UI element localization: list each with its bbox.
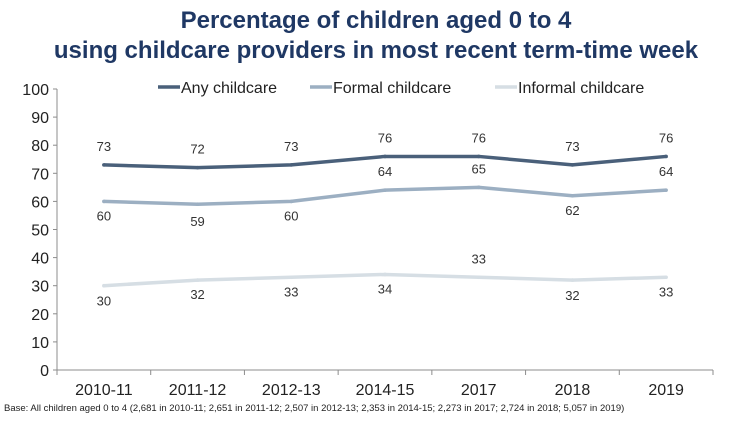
y-tick-label: 60 — [31, 194, 49, 211]
data-point — [195, 278, 200, 282]
data-label: 59 — [190, 214, 204, 229]
chart-title: Percentage of children aged 0 to 4 using… — [0, 6, 752, 66]
data-point — [664, 154, 668, 159]
chart-title-line-2: using childcare providers in most recent… — [53, 37, 699, 64]
data-label: 73 — [97, 139, 111, 154]
data-label: 64 — [378, 164, 392, 179]
y-tick-label: 70 — [31, 166, 49, 183]
data-label: 60 — [284, 208, 298, 223]
data-point — [476, 185, 481, 190]
data-point — [383, 272, 387, 277]
data-label: 72 — [190, 142, 204, 157]
data-label: 60 — [97, 208, 111, 223]
y-tick-label: 40 — [31, 251, 49, 268]
data-point — [289, 275, 294, 280]
data-label: 76 — [659, 130, 673, 145]
y-tick-label: 90 — [31, 110, 49, 127]
data-label: 73 — [284, 139, 298, 154]
data-point — [289, 163, 294, 167]
data-label: 65 — [471, 161, 485, 176]
x-tick-label: 2017 — [461, 382, 497, 399]
data-label: 30 — [97, 294, 111, 309]
y-tick-label: 20 — [31, 307, 49, 324]
y-tick-label: 80 — [31, 138, 49, 155]
data-label: 32 — [565, 288, 579, 303]
base-footnote: Base: All children aged 0 to 4 (2,681 in… — [4, 403, 625, 414]
y-tick-label: 0 — [40, 363, 49, 380]
data-point — [102, 283, 106, 288]
chart-title-line-1: Percentage of children aged 0 to 4 — [180, 7, 572, 34]
x-tick-label: 2010-11 — [75, 382, 133, 399]
legend-label: Any childcare — [181, 80, 277, 97]
data-point — [383, 188, 387, 192]
data-point — [102, 199, 106, 204]
data-point — [570, 278, 575, 282]
data-point — [570, 193, 575, 198]
data-label: 62 — [565, 203, 579, 218]
data-label: 33 — [471, 251, 485, 266]
y-tick-label: 100 — [22, 82, 49, 99]
data-point — [195, 165, 200, 170]
x-tick-label: 2019 — [648, 382, 684, 399]
data-label: 76 — [471, 130, 485, 145]
data-point — [664, 188, 668, 192]
data-point — [664, 275, 668, 280]
y-tick-label: 10 — [31, 335, 49, 352]
data-point — [289, 199, 294, 204]
line-chart: 0 10 20 30 40 50 60 70 80 90 100 2010-11 2011-12 2012… — [22, 80, 714, 399]
data-label: 76 — [378, 130, 392, 145]
data-label: 33 — [659, 284, 673, 299]
y-tick-label: 30 — [31, 279, 49, 296]
y-tick-label: 50 — [31, 223, 49, 240]
x-tick-label: 2018 — [555, 382, 591, 399]
data-point — [102, 163, 106, 167]
x-tick-label: 2011-12 — [169, 382, 227, 399]
data-label: 64 — [659, 164, 673, 179]
legend-label: Informal childcare — [518, 80, 644, 97]
data-label: 34 — [378, 281, 392, 296]
legend-label: Formal childcare — [333, 80, 451, 97]
data-point — [476, 275, 481, 280]
x-tick-label: 2014-15 — [356, 382, 415, 399]
data-point — [476, 154, 481, 159]
data-point — [383, 154, 387, 159]
data-label: 73 — [565, 139, 579, 154]
data-point — [195, 202, 200, 207]
data-point — [570, 163, 575, 167]
data-label: 32 — [190, 287, 204, 302]
data-label: 33 — [284, 284, 298, 299]
x-tick-label: 2012-13 — [262, 382, 321, 399]
